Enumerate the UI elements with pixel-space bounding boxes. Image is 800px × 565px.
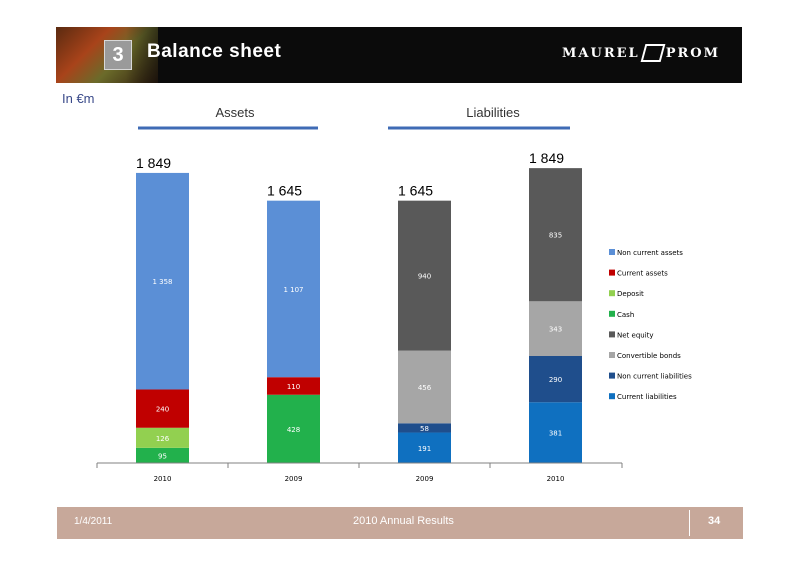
- data-label: 940: [418, 273, 431, 281]
- logo-text-left: MAUREL: [562, 45, 640, 61]
- header-photo-fade: [126, 27, 186, 83]
- data-label: 290: [549, 376, 562, 384]
- bar-segment-non-current-liabilities: [398, 423, 451, 433]
- group-label-liabilities: Liabilities: [466, 105, 520, 120]
- chart-legend: Non current assets Current assets Deposit C…: [609, 249, 692, 401]
- data-label: 835: [549, 232, 562, 240]
- bar-segment-net-equity: [529, 168, 582, 302]
- page-title: Balance sheet: [147, 41, 282, 62]
- section-number-badge: 3: [104, 40, 132, 70]
- total-label: 1 849: [529, 150, 564, 166]
- footer-text: 2010 Annual Results: [353, 515, 454, 527]
- group-headers: Assets Liabilities: [138, 105, 570, 130]
- total-label: 1 849: [136, 155, 171, 171]
- legend-entry: Current assets: [617, 270, 668, 278]
- legend-entry: Deposit: [617, 290, 644, 298]
- group-label-assets: Assets: [215, 105, 255, 120]
- footer-date: 1/4/2011: [74, 516, 113, 527]
- data-label: 191: [418, 445, 431, 453]
- bar-segment-convertible-bonds: [398, 350, 451, 424]
- legend-swatch: [609, 331, 615, 338]
- page-number: 34: [708, 515, 721, 527]
- data-label: 428: [287, 426, 300, 434]
- logo-text-right: PROM: [665, 45, 720, 61]
- unit-label: In €m: [62, 91, 95, 106]
- legend-swatch: [609, 269, 615, 276]
- bar-segment-non-current-assets: [267, 200, 320, 378]
- bar-segment-convertible-bonds: [529, 301, 582, 356]
- total-label: 1 645: [267, 183, 302, 199]
- footer-bar: 1/4/2011 2010 Annual Results 34: [57, 507, 743, 539]
- data-label: 58: [420, 425, 429, 433]
- x-tick-label: 2009: [416, 475, 434, 483]
- bar-segment-current-assets: [267, 377, 320, 395]
- bar-segment-deposit: [136, 427, 189, 448]
- data-label: 240: [156, 406, 169, 414]
- legend-entry: Convertible bonds: [617, 352, 681, 360]
- legend-swatch: [609, 310, 615, 317]
- stacked-bars: 95 126 240 1 358 1 849 428 110 1 107 1 645 191 58 4…: [136, 150, 582, 463]
- x-tick-label: 2010: [547, 475, 565, 483]
- bar-segment-current-liabilities: [398, 432, 451, 463]
- x-tick-label: 2010: [154, 475, 172, 483]
- company-logo: MAUREL PROM: [562, 44, 720, 62]
- footer-separator: [689, 510, 690, 536]
- bar-segment-net-equity: [398, 200, 451, 351]
- data-label: 1 107: [283, 286, 303, 294]
- legend-swatch: [609, 352, 615, 358]
- bar-segment-non-current-assets: [136, 172, 189, 390]
- legend-entry: Non current assets: [617, 249, 683, 257]
- bar-segment-cash: [136, 447, 189, 463]
- legend-entry: Cash: [617, 311, 634, 319]
- data-label: 95: [158, 452, 167, 460]
- legend-swatch: [609, 249, 615, 255]
- data-label: 110: [287, 383, 300, 391]
- data-label: 343: [549, 326, 562, 334]
- legend-entry: Current liabilities: [617, 393, 677, 401]
- legend-swatch: [609, 393, 615, 400]
- data-label: 456: [418, 384, 432, 392]
- x-tick-label: 2009: [285, 475, 303, 483]
- legend-swatch: [609, 372, 615, 379]
- bar-segment-cash: [267, 394, 320, 463]
- data-label: 1 358: [152, 278, 172, 286]
- bar-segment-current-liabilities: [529, 402, 582, 463]
- total-label: 1 645: [398, 183, 433, 199]
- legend-swatch: [609, 290, 615, 297]
- data-label: 381: [549, 430, 562, 438]
- legend-entry: Non current liabilities: [617, 373, 692, 381]
- legend-entry: Net equity: [617, 331, 654, 339]
- bar-segment-non-current-liabilities: [529, 355, 582, 403]
- header-banner: 3 Balance sheet MAUREL PROM: [56, 27, 742, 83]
- data-label: 126: [156, 435, 170, 443]
- x-axis: 2010 2009 2009 2010: [96, 462, 623, 483]
- bar-segment-current-assets: [136, 389, 189, 428]
